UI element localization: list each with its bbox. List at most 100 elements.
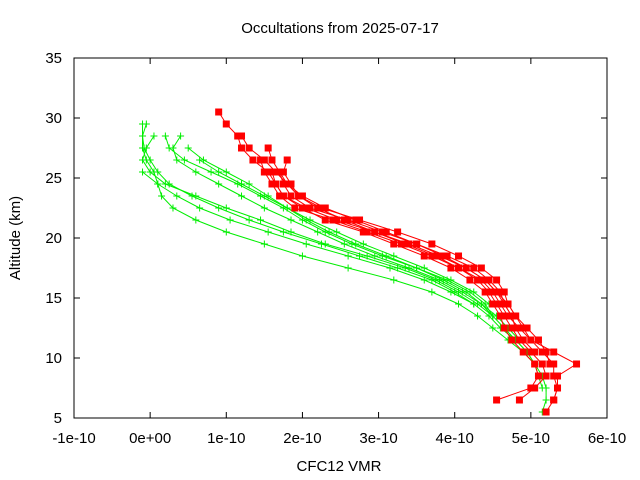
data-point — [238, 192, 246, 200]
y-tick-label: 35 — [45, 50, 62, 67]
data-point — [260, 192, 268, 200]
model-profile-12 — [184, 144, 497, 320]
data-point — [196, 204, 204, 212]
y-tick-label: 15 — [45, 290, 62, 307]
data-point — [474, 276, 482, 284]
data-point — [359, 240, 367, 248]
data-point — [146, 156, 154, 164]
data-point — [474, 312, 482, 320]
profile-line — [141, 135, 536, 365]
data-point — [542, 348, 550, 356]
data-point — [264, 228, 272, 236]
data-point — [298, 252, 306, 260]
data-point — [390, 252, 398, 260]
data-point — [500, 312, 508, 320]
data-point — [542, 408, 550, 416]
data-point — [359, 228, 367, 236]
data-point — [382, 252, 390, 260]
data-point — [215, 108, 223, 116]
data-point — [260, 204, 268, 212]
data-point — [405, 240, 413, 248]
data-point — [165, 144, 173, 152]
data-point — [527, 348, 535, 356]
data-point — [238, 132, 246, 140]
data-point — [177, 132, 185, 140]
data-point — [161, 132, 169, 140]
data-point — [493, 276, 501, 284]
data-point — [455, 264, 463, 272]
data-point — [538, 360, 546, 368]
data-point — [150, 132, 158, 140]
data-point — [222, 168, 230, 176]
data-point — [276, 168, 284, 176]
data-point — [420, 252, 428, 260]
y-axis-label: Altitude (km) — [7, 196, 24, 280]
data-point — [447, 264, 455, 272]
profile-line — [260, 159, 578, 401]
data-point — [321, 204, 329, 212]
profile-line — [199, 159, 490, 305]
data-point — [428, 288, 436, 296]
data-point — [215, 168, 223, 176]
data-point — [207, 168, 215, 176]
data-point — [489, 312, 497, 320]
data-point — [173, 192, 181, 200]
data-point — [420, 276, 428, 284]
profile-line — [142, 171, 475, 305]
data-point — [139, 168, 147, 176]
data-point — [245, 216, 253, 224]
data-point — [139, 156, 147, 164]
data-point — [455, 252, 463, 260]
profile-line — [267, 147, 559, 413]
data-point — [314, 228, 322, 236]
data-point — [295, 192, 303, 200]
data-point — [534, 372, 542, 380]
data-point — [538, 348, 546, 356]
data-point — [169, 204, 177, 212]
data-point — [546, 360, 554, 368]
data-point — [428, 252, 436, 260]
data-point — [306, 216, 314, 224]
data-point — [238, 180, 246, 188]
data-point — [550, 360, 558, 368]
data-point — [333, 228, 341, 236]
data-point — [443, 252, 451, 260]
data-point — [344, 264, 352, 272]
data-point — [542, 372, 550, 380]
model-profile-11 — [161, 132, 497, 320]
data-point — [283, 156, 291, 164]
data-point — [279, 192, 287, 200]
data-point — [249, 156, 257, 164]
data-point — [264, 168, 272, 176]
data-point — [397, 240, 405, 248]
data-point — [344, 252, 352, 260]
data-point — [146, 168, 154, 176]
data-point — [154, 180, 162, 188]
data-point — [515, 324, 523, 332]
data-point — [500, 288, 508, 296]
data-point — [184, 144, 192, 152]
profile-line — [142, 124, 547, 413]
data-point — [496, 288, 504, 296]
data-point — [531, 384, 539, 392]
data-point — [515, 336, 523, 344]
plot-frame — [73, 57, 608, 419]
data-point — [317, 204, 325, 212]
x-axis-label: CFC12 VMR — [296, 458, 381, 475]
x-tick-label: 4e-10 — [436, 430, 474, 447]
data-point — [485, 288, 493, 296]
y-tick-label: 30 — [45, 110, 62, 127]
model-profile-9 — [139, 132, 539, 368]
data-point — [321, 240, 329, 248]
data-point — [279, 228, 287, 236]
data-point — [573, 360, 581, 368]
data-point — [435, 252, 443, 260]
data-point — [363, 228, 371, 236]
data-point — [287, 228, 295, 236]
data-point — [226, 216, 234, 224]
data-point — [504, 300, 512, 308]
data-point — [142, 120, 150, 128]
data-point — [447, 276, 455, 284]
data-point — [314, 204, 322, 212]
data-point — [470, 288, 478, 296]
